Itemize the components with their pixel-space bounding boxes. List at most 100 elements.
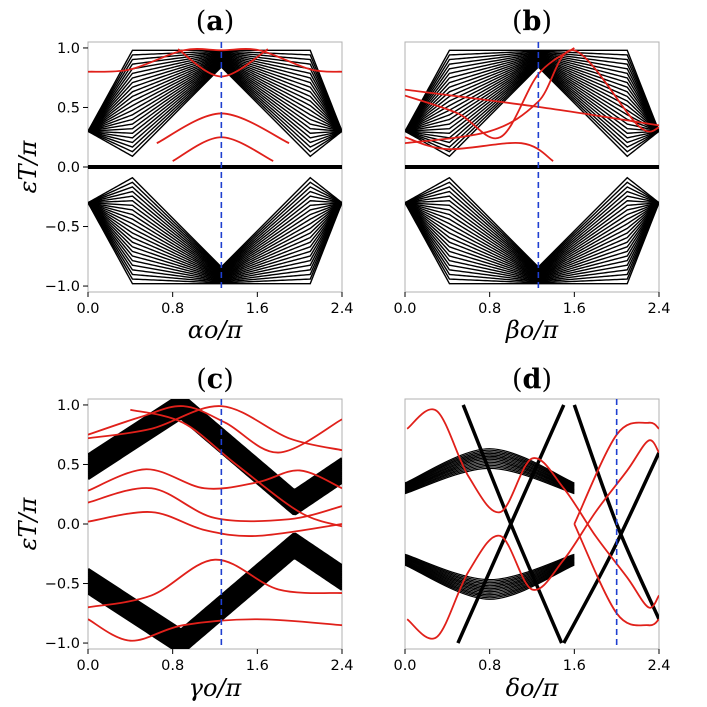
bulk-band-line [405, 555, 575, 584]
y-tick-label: 1.0 [57, 398, 80, 414]
bulk-band-line [88, 54, 342, 132]
plot-clip [405, 399, 659, 649]
bulk-band-line [405, 202, 659, 284]
bulk-band-line [88, 190, 342, 271]
bulk-band-line [405, 53, 659, 132]
bulk-band-line [88, 202, 342, 278]
plot-area-d: 0.0 0.8 1.6 2.4 [393, 398, 671, 674]
bulk-band-line [405, 65, 659, 153]
plot-area-b: 0.0 0.8 1.6 2.4 [393, 41, 671, 317]
bulk-band-line [405, 190, 659, 271]
chiral-line-chiral-3 [456, 404, 566, 644]
bulk-band-line [405, 458, 575, 490]
bulk-band-line [88, 543, 342, 643]
bulk-band-line [405, 202, 659, 276]
bulk-band-line [88, 176, 342, 268]
bulk-band-line [405, 564, 575, 600]
x-tick-label: 2.4 [330, 658, 353, 674]
bulk-band-line [88, 202, 342, 283]
bulk-band-line [88, 63, 342, 144]
edge-state-edge-7 [88, 618, 342, 642]
bulk-band-line [88, 202, 342, 277]
bulk-band-line [88, 61, 342, 132]
bulk-band-line [405, 202, 659, 273]
bulk-band-line [88, 59, 342, 132]
bulk-band-line [405, 202, 659, 280]
bulk-band-line [88, 61, 342, 132]
bulk-band-line [405, 63, 659, 144]
bulk-band-line [88, 541, 342, 641]
bulk-band-line [88, 202, 342, 273]
bulk-band-line [405, 58, 659, 132]
bulk-band-line [405, 52, 659, 132]
bulk-band-line [405, 448, 575, 484]
bulk-band-line [405, 62, 659, 134]
bulk-band-line [405, 53, 659, 132]
x-axis-label-d: δo/π [506, 674, 560, 702]
x-tick-label: 2.4 [647, 301, 670, 317]
x-axis-label-a: αo/π [188, 316, 244, 344]
edge-state-edge-3 [156, 112, 290, 145]
bulk-band-line [405, 557, 575, 587]
bulk-band-line [88, 407, 342, 507]
bulk-band-line [405, 202, 659, 285]
edge-state-edge-3 [405, 49, 659, 145]
y-axis-label-a: εT/π [14, 139, 42, 193]
edge-state-edge-1 [88, 405, 342, 454]
bulk-band-line [88, 195, 342, 271]
bulk-band-line [88, 202, 342, 285]
bulk-band-line [88, 545, 342, 645]
bulk-band-line [88, 399, 342, 494]
x-axis-label-c: γo/π [189, 674, 243, 702]
bulk-band-line [405, 202, 659, 281]
bulk-band-line [88, 56, 342, 132]
bulk-band-line [405, 451, 575, 486]
bulk-band-line [88, 202, 342, 284]
bulk-band-line [88, 556, 342, 649]
bulk-band-line [88, 56, 342, 132]
bulk-band-line [405, 176, 659, 268]
bulk-band-line [405, 51, 659, 132]
bulk-band-line [88, 532, 342, 632]
x-tick-label: 0.0 [393, 658, 416, 674]
bulk-band-line [405, 54, 659, 132]
bulk-band-line [405, 202, 659, 283]
bulk-band-line [405, 66, 659, 158]
x-tick-label: 1.6 [563, 301, 586, 317]
bulk-band-line [405, 557, 575, 588]
panel-title-a: (a) [196, 6, 235, 37]
bulk-band-line [88, 403, 342, 503]
bulk-band-line [88, 65, 342, 153]
bulk-band-line [405, 50, 659, 132]
bulk-band-line [405, 202, 659, 276]
edge-state-edge-5 [88, 511, 342, 537]
bulk-band-line [88, 534, 342, 634]
bulk-band-line [88, 399, 342, 496]
bulk-band-line [88, 202, 342, 276]
bulk-band-line [88, 539, 342, 639]
bulk-band-line [88, 57, 342, 132]
y-tick-label: 0.5 [57, 457, 80, 473]
bulk-band-line [405, 558, 575, 590]
edge-state-edge-1 [406, 408, 659, 609]
bulk-band-line [88, 202, 342, 275]
plot-clip [88, 42, 342, 292]
bulk-band-line [405, 49, 659, 132]
plot-clip [88, 399, 342, 649]
axes-frame [404, 398, 660, 650]
bulk-band-line [88, 202, 342, 276]
bulk-band-line [405, 55, 659, 132]
bulk-band-line [405, 202, 659, 277]
y-tick-label: 0.5 [57, 100, 80, 116]
bulk-band-line [88, 181, 342, 269]
y-tick-label: 1.0 [57, 41, 80, 57]
x-tick-label: 0.8 [161, 301, 184, 317]
edge-state-edge-1 [88, 48, 342, 73]
bulk-band-line [405, 51, 659, 132]
bulk-band-line [405, 460, 575, 491]
bulk-band-line [88, 58, 342, 132]
edge-state-edge-8 [130, 408, 342, 528]
bulk-band-line [405, 463, 575, 492]
bulk-band-line [88, 53, 342, 132]
